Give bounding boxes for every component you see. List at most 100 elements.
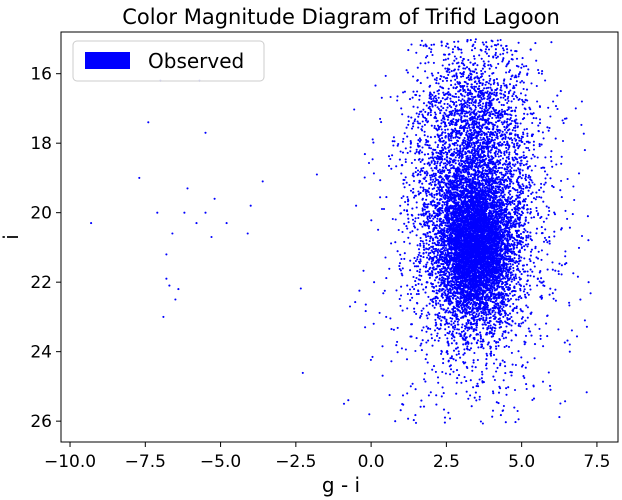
data-point [453, 230, 456, 233]
data-point [443, 238, 446, 242]
data-point [431, 250, 434, 254]
data-point [475, 302, 478, 305]
data-point [444, 328, 447, 331]
data-point [468, 313, 471, 316]
data-point [476, 161, 479, 164]
data-point [523, 245, 526, 248]
data-point [475, 304, 478, 307]
data-point [466, 345, 469, 348]
data-point [456, 320, 459, 323]
data-point [502, 305, 505, 309]
data-point [451, 230, 454, 233]
data-point [468, 348, 471, 352]
data-point [513, 243, 516, 246]
data-point [506, 314, 510, 317]
data-point [506, 235, 509, 238]
data-point [511, 289, 515, 292]
data-point [508, 193, 512, 196]
data-point [475, 313, 478, 316]
data-point [488, 283, 491, 286]
data-point [436, 198, 439, 201]
data-point [513, 277, 516, 280]
data-point [403, 252, 406, 255]
data-point [438, 239, 441, 242]
data-point [421, 240, 424, 243]
data-point [505, 255, 508, 258]
data-point [456, 179, 459, 182]
data-point [513, 257, 516, 260]
data-point [504, 277, 507, 280]
data-point [520, 297, 523, 300]
data-point [535, 209, 538, 212]
data-point [484, 323, 487, 326]
data-point [493, 292, 496, 295]
data-point [454, 324, 457, 327]
data-point [437, 261, 440, 264]
data-point [453, 320, 457, 323]
data-point [460, 326, 463, 329]
data-point [492, 315, 495, 318]
data-point [428, 174, 432, 177]
data-point [469, 200, 473, 203]
data-point [451, 308, 454, 311]
data-point [513, 278, 516, 282]
data-point [476, 249, 479, 252]
data-point [469, 175, 472, 178]
data-point [515, 253, 518, 256]
data-point [491, 273, 494, 276]
data-point [431, 304, 434, 307]
data-point [434, 272, 437, 275]
data-point [501, 228, 504, 231]
data-point [494, 247, 498, 250]
data-point [446, 262, 449, 266]
data-point [431, 242, 434, 245]
data-point [506, 297, 510, 300]
data-point [461, 323, 464, 326]
data-point [463, 348, 466, 351]
data-point [464, 286, 467, 289]
data-point [444, 246, 447, 250]
data-point [513, 203, 516, 206]
data-point [510, 233, 514, 236]
data-point [448, 287, 452, 290]
data-point [408, 288, 412, 291]
data-point [517, 322, 521, 326]
data-point [508, 284, 512, 287]
data-point [492, 309, 495, 312]
data-point [495, 251, 498, 254]
data-point [458, 306, 461, 309]
data-point [448, 284, 451, 287]
data-point [515, 214, 519, 217]
data-point [479, 340, 482, 343]
data-point [426, 261, 429, 264]
data-point [499, 301, 502, 304]
data-point [520, 273, 523, 276]
data-point [417, 278, 420, 281]
data-point [439, 274, 442, 277]
data-point [439, 194, 442, 197]
data-point [522, 231, 525, 234]
data-point [479, 334, 482, 337]
data-point [432, 210, 435, 213]
data-point [524, 243, 527, 246]
data-point [470, 342, 473, 345]
data-point [517, 262, 520, 265]
data-point [488, 291, 491, 294]
data-point [502, 315, 505, 318]
data-point [441, 293, 444, 296]
data-point [516, 265, 519, 268]
data-point [474, 316, 477, 319]
data-point [497, 271, 500, 274]
data-point [438, 317, 441, 320]
data-point [452, 349, 456, 352]
data-point [465, 322, 468, 325]
data-point [504, 283, 507, 287]
data-point [458, 309, 461, 313]
data-point [489, 300, 492, 303]
data-point [498, 195, 501, 198]
data-point [479, 331, 482, 334]
data-point [504, 298, 507, 301]
data-point [480, 377, 483, 380]
data-point [486, 197, 489, 201]
data-point [471, 305, 474, 308]
